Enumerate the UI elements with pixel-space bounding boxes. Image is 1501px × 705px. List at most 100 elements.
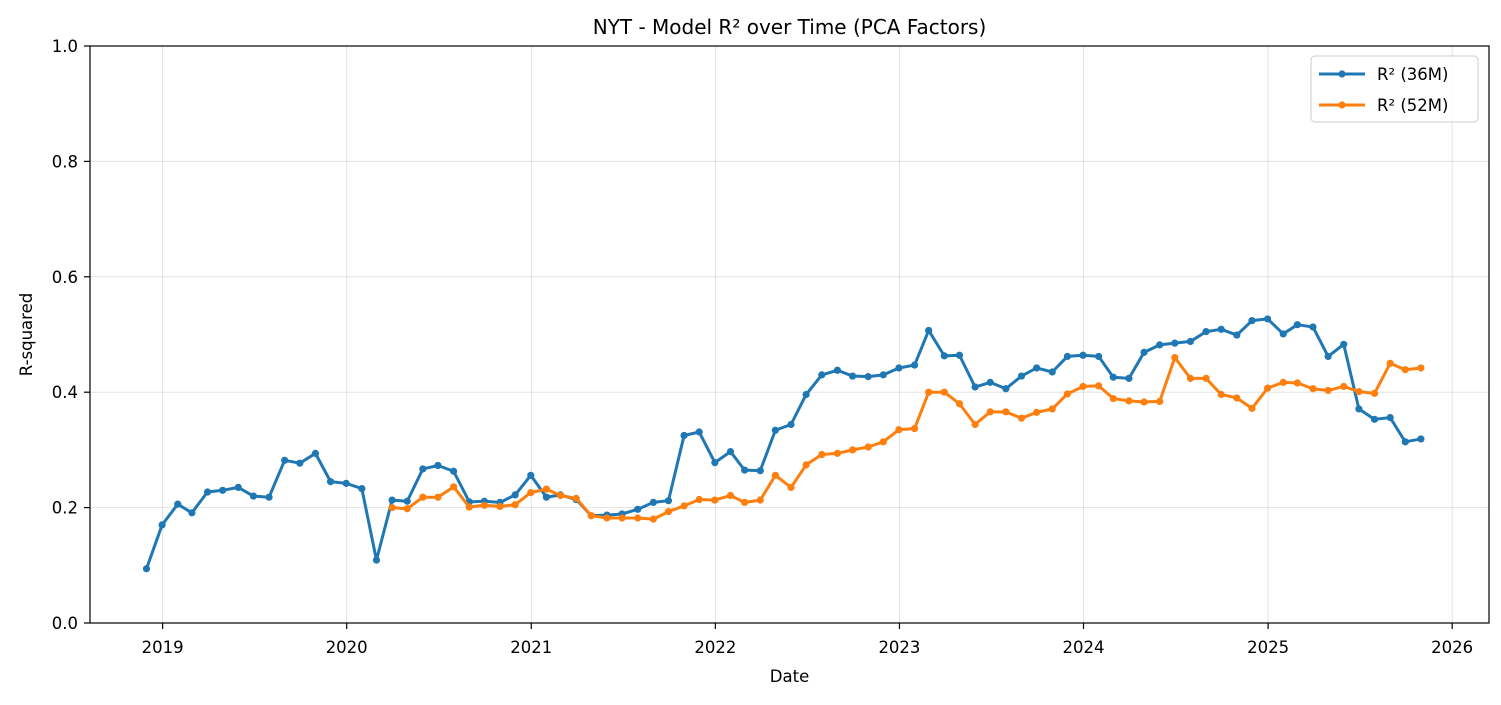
data-point [634, 505, 642, 513]
data-point [234, 483, 242, 491]
data-point [388, 504, 396, 512]
data-point [864, 443, 872, 451]
data-point [1109, 394, 1117, 403]
data-point [864, 373, 872, 381]
data-point [971, 420, 979, 429]
data-point [1079, 382, 1087, 391]
data-point [818, 371, 826, 379]
data-point [848, 446, 857, 454]
data-point [1217, 390, 1225, 399]
data-point [925, 326, 933, 335]
data-point [756, 467, 764, 475]
data-point [726, 448, 735, 456]
data-point [1309, 385, 1317, 393]
data-point [1017, 372, 1026, 380]
legend-swatch-marker [1338, 70, 1346, 78]
x-tick-label: 2019 [142, 638, 184, 657]
data-point [879, 371, 887, 379]
data-point [1002, 385, 1010, 393]
legend-entry: R² (52M) [1319, 96, 1448, 115]
data-point [281, 456, 289, 464]
data-point [756, 496, 764, 504]
data-point [465, 503, 473, 511]
data-point [1248, 404, 1256, 412]
data-point [450, 483, 458, 491]
data-point [664, 497, 673, 505]
chart-title: NYT - Model R² over Time (PCA Factors) [593, 15, 987, 39]
data-point [480, 501, 488, 509]
data-point [1095, 382, 1103, 390]
data-point [388, 496, 396, 504]
data-point [1401, 438, 1409, 446]
data-point [680, 502, 688, 510]
data-point [1033, 364, 1041, 372]
data-point [219, 486, 227, 494]
data-point [1340, 382, 1348, 391]
data-point [986, 378, 994, 386]
data-point [603, 514, 611, 522]
data-point [848, 372, 857, 380]
data-point [1370, 415, 1379, 423]
data-point [1156, 341, 1164, 349]
y-tick-label: 0.8 [52, 152, 78, 171]
data-point [1002, 408, 1010, 416]
data-point [1033, 408, 1041, 416]
data-point [1279, 330, 1287, 338]
data-point [1140, 348, 1148, 356]
data-point [1017, 414, 1026, 422]
data-point [572, 494, 580, 502]
data-point [311, 449, 320, 457]
data-point [511, 491, 519, 499]
data-point [787, 483, 795, 491]
data-point [955, 400, 964, 408]
data-point [1355, 405, 1363, 413]
data-point [1202, 374, 1210, 382]
y-tick-label: 0.4 [52, 383, 78, 402]
data-point [649, 515, 657, 523]
data-point [771, 471, 779, 479]
data-point [971, 383, 979, 391]
data-point [511, 501, 519, 509]
data-point [358, 484, 366, 493]
data-point [188, 509, 196, 517]
data-point [450, 467, 458, 475]
data-point [711, 496, 719, 504]
data-point [434, 493, 442, 501]
data-point [879, 438, 887, 446]
data-point [1233, 394, 1241, 402]
data-point [1370, 389, 1379, 397]
data-point [1417, 364, 1425, 372]
data-point [496, 502, 504, 511]
x-tick-label: 2024 [1063, 638, 1105, 657]
data-point [711, 458, 719, 467]
data-point [634, 514, 642, 522]
x-tick-label: 2022 [694, 638, 736, 657]
data-point [1095, 352, 1103, 361]
data-point [695, 428, 703, 436]
data-point [1156, 397, 1164, 406]
data-point [618, 514, 626, 522]
data-point [1186, 337, 1195, 346]
y-tick-label: 0.6 [52, 268, 78, 287]
data-point [1324, 386, 1332, 395]
data-point [1048, 368, 1056, 376]
data-point [1355, 388, 1363, 396]
legend-swatch-marker [1338, 101, 1346, 109]
data-point [1140, 398, 1148, 406]
data-point [1264, 315, 1272, 323]
data-point [1202, 328, 1210, 336]
data-point [1386, 413, 1394, 422]
data-point [649, 498, 657, 507]
data-point [664, 508, 673, 516]
data-point [1417, 435, 1425, 443]
data-point [1386, 359, 1394, 367]
data-point [203, 488, 212, 496]
series-layer [142, 315, 1425, 573]
data-point [1293, 321, 1301, 329]
data-point [342, 479, 350, 487]
x-tick-label: 2020 [326, 638, 368, 657]
x-tick-label: 2023 [878, 638, 920, 657]
data-point [326, 478, 335, 486]
